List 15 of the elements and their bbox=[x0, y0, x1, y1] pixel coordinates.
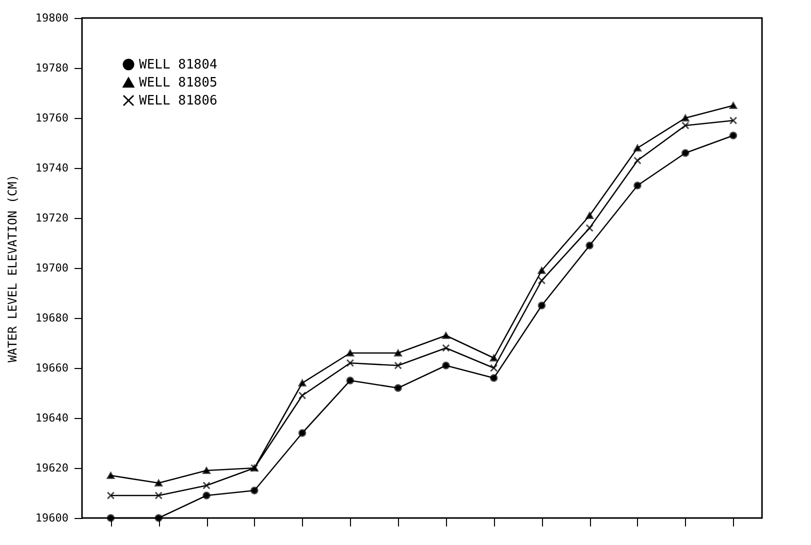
y-tick-label: 19720 bbox=[35, 212, 68, 224]
y-tick-label: 19800 bbox=[35, 12, 68, 24]
legend-label: WELL 81805 bbox=[139, 76, 218, 90]
legend-label: WELL 81804 bbox=[139, 58, 218, 72]
y-tick-label: 19640 bbox=[35, 412, 68, 424]
y-tick-label: 19700 bbox=[35, 262, 68, 274]
y-tick-label: 19620 bbox=[35, 462, 68, 474]
legend-label: WELL 81806 bbox=[139, 94, 218, 108]
y-tick-label: 19780 bbox=[35, 62, 68, 74]
y-tick-label: 19600 bbox=[35, 512, 68, 524]
y-tick-label: 19740 bbox=[35, 162, 68, 174]
y-tick-label: 19680 bbox=[35, 312, 68, 324]
y-axis-title: WATER LEVEL ELEVATION (CM) bbox=[5, 174, 20, 362]
y-tick-label: 19660 bbox=[35, 362, 68, 374]
y-tick-label: 19760 bbox=[35, 112, 68, 124]
